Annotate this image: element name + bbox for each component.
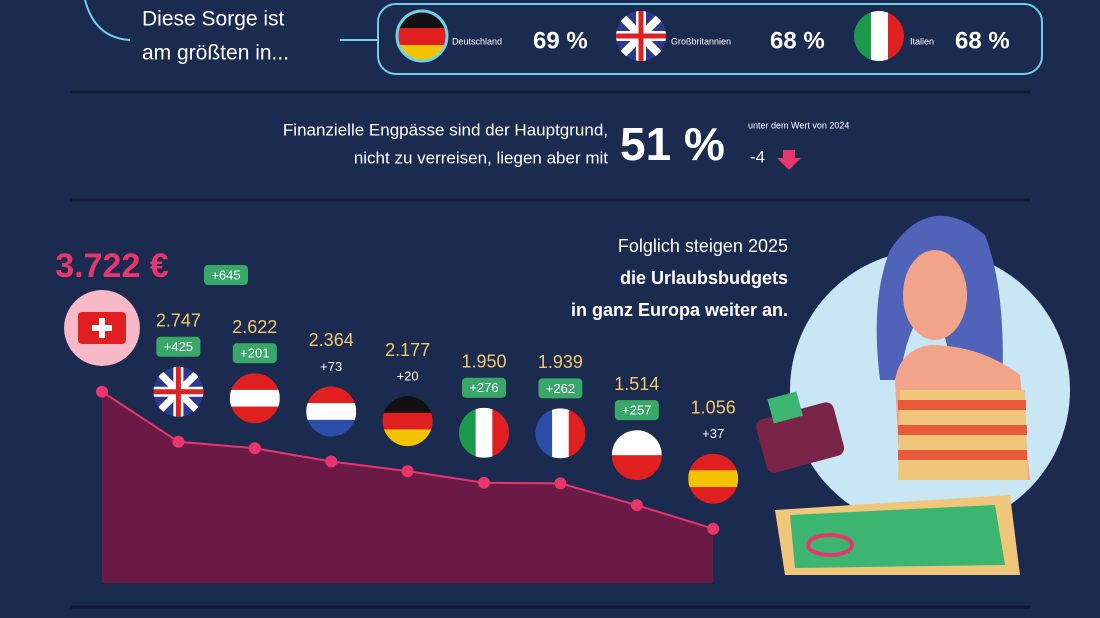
value-label: 2.177 <box>385 340 430 360</box>
flag <box>459 407 509 458</box>
flag-stripe <box>688 470 739 489</box>
country-name: Deutschland <box>452 36 502 46</box>
flag-stripe <box>306 419 357 437</box>
country-box <box>377 3 1043 75</box>
data-point <box>630 499 643 512</box>
change-label: +276 <box>469 380 498 395</box>
value-label: 2.364 <box>309 330 354 350</box>
budget-area <box>102 391 714 583</box>
value-label: 2.622 <box>232 317 277 337</box>
decor-line <box>84 0 131 41</box>
lead-text: am größten in... <box>142 42 289 65</box>
flag-stripe <box>552 408 570 459</box>
flag-stripe <box>382 429 433 447</box>
data-point <box>248 442 261 455</box>
data-point <box>325 455 338 468</box>
change-label: +262 <box>546 381 575 396</box>
right-text: Folglich steigen 2025 <box>618 236 788 256</box>
flag-de <box>395 9 449 63</box>
flag-body <box>64 290 140 366</box>
middle-text: nicht zu verreisen, liegen aber mit <box>354 148 608 167</box>
illustration <box>756 215 1070 575</box>
data-point <box>401 465 414 478</box>
big-figure: 51 % <box>620 118 725 170</box>
flag-body <box>459 407 509 458</box>
change-badge <box>232 343 277 364</box>
change-badge <box>538 378 583 399</box>
flag <box>535 408 586 459</box>
note: unter dem Wert von 2024 <box>748 120 849 130</box>
change-label: +20 <box>397 369 419 384</box>
flag <box>382 396 433 447</box>
right-text: in ganz Europa weiter an. <box>571 300 788 320</box>
change-badge <box>462 377 506 398</box>
flag <box>306 386 357 437</box>
flag <box>64 290 140 366</box>
data-point <box>478 476 490 489</box>
flag-body <box>382 396 433 447</box>
country-share: 69 % <box>533 27 588 54</box>
country-name: Italien <box>910 36 934 46</box>
flag-stripe <box>382 412 433 431</box>
value-label: 1.514 <box>614 374 659 394</box>
value-label: 1.939 <box>538 352 583 372</box>
country-share: 68 % <box>770 27 825 54</box>
flag-body <box>153 366 204 417</box>
country-share: 68 % <box>955 27 1010 54</box>
flag-stripe <box>229 389 280 408</box>
data-point <box>96 385 108 398</box>
value-label: 2.747 <box>156 311 201 331</box>
change-label: +425 <box>164 339 193 354</box>
flag-it <box>854 11 904 61</box>
flag-cross <box>92 318 112 338</box>
flag-stripe <box>229 406 280 424</box>
flag <box>153 366 204 417</box>
country-name: Großbritannien <box>671 36 731 46</box>
value-label: 3.722 € <box>55 247 169 285</box>
change-label: +37 <box>702 426 724 441</box>
flag-stripe <box>535 408 554 459</box>
change-label: +201 <box>240 346 269 361</box>
delta: -4 <box>750 147 765 166</box>
flag-body <box>688 453 739 504</box>
right-text: die Urlaubsbudgets <box>620 268 788 288</box>
change-badge <box>204 265 248 285</box>
flag-stripe <box>459 407 477 458</box>
flag-cross <box>153 366 204 417</box>
flag-stripe <box>688 487 739 504</box>
middle-text: Finanzielle Engpässe sind der Hauptgrund… <box>283 120 608 139</box>
data-point <box>554 477 567 490</box>
change-label: +73 <box>320 359 342 374</box>
flag <box>688 453 739 504</box>
change-label: +257 <box>622 403 651 418</box>
change-badge <box>156 336 201 357</box>
flag <box>229 373 280 424</box>
data-point <box>172 435 185 448</box>
change-badge <box>614 400 659 421</box>
flag-stripe <box>229 373 280 391</box>
value-label: 1.056 <box>691 397 736 417</box>
flag-stripe <box>568 408 586 459</box>
budget-chart: 3.722 € +645 2.747 +425 2.622 +201 2.364 +73 2.1… <box>55 247 739 583</box>
flag-body <box>535 408 586 459</box>
flag-body <box>306 386 357 437</box>
flag-stripe <box>492 407 509 458</box>
flag-stripe <box>382 396 433 414</box>
flag-stripe <box>306 403 357 421</box>
flag-uk <box>616 11 666 61</box>
flag-body <box>229 373 280 424</box>
lead-text: Diese Sorge ist <box>142 8 285 31</box>
value-label: 1.950 <box>461 352 506 372</box>
data-point <box>707 522 720 535</box>
flag-stripe <box>475 407 494 458</box>
down-arrow <box>777 150 801 170</box>
flag-stripe <box>688 453 739 472</box>
flag-stripe <box>306 386 357 405</box>
change-label: +645 <box>211 267 240 282</box>
